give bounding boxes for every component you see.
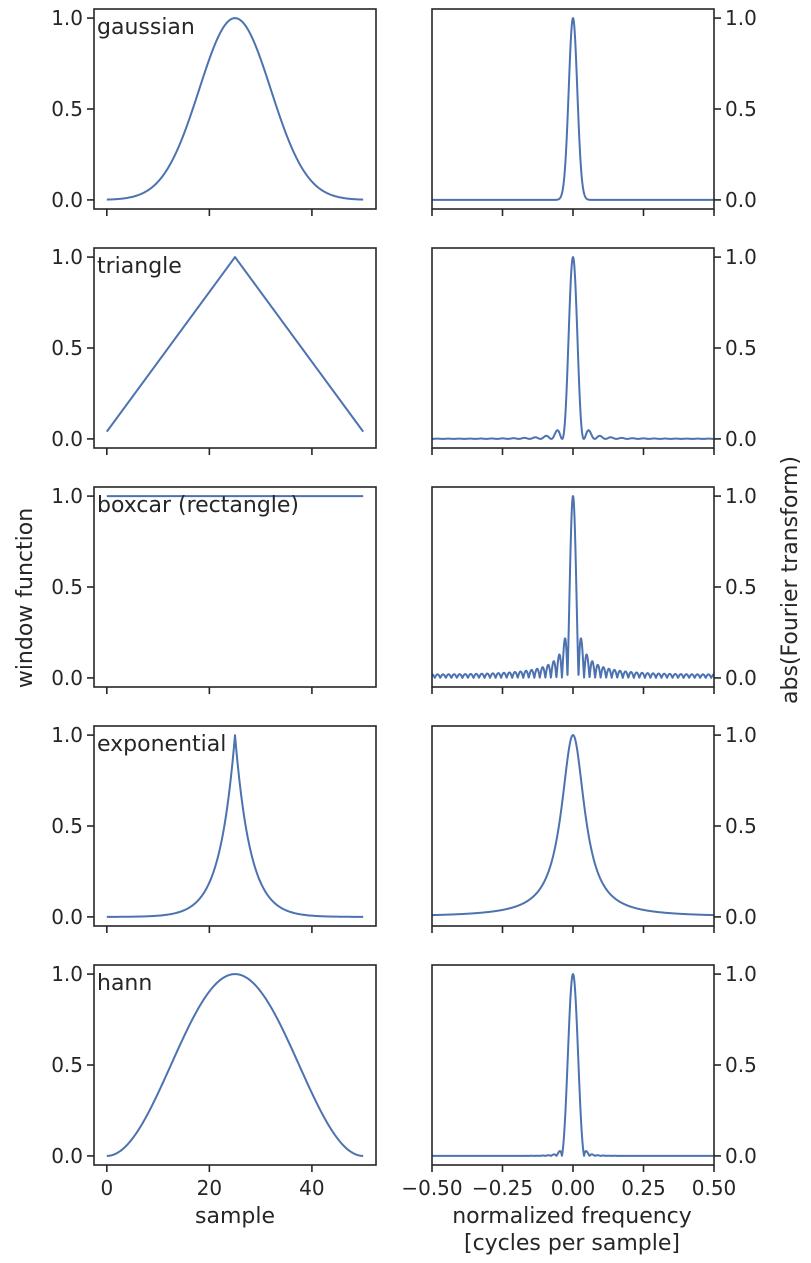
x-tick-label: −0.50 xyxy=(401,1176,462,1200)
y-tick-label: 0.5 xyxy=(725,814,757,838)
x-tick-label: 40 xyxy=(299,1176,324,1200)
y-tick-label: 0.5 xyxy=(725,336,757,360)
y-tick-label: 0.5 xyxy=(51,1053,83,1077)
time-panel-3: 0.0 0.5 1.0 boxcar (rectangle) xyxy=(51,484,377,694)
y-tick-label: 0.0 xyxy=(725,427,757,451)
y-tick-label: 1.0 xyxy=(51,484,83,508)
time-panel-2: 0.0 0.5 1.0 triangle xyxy=(51,245,377,455)
right-x-axis-label-line2: [cycles per sample] xyxy=(464,1231,680,1256)
spectrum-curve xyxy=(431,17,715,201)
axes-frame xyxy=(431,964,715,1166)
y-tick-label: 0.0 xyxy=(51,188,83,212)
axes-frame xyxy=(431,486,715,688)
spectrum-panel-3: 0.0 0.5 1.0 xyxy=(431,484,757,694)
window-name-label: gaussian xyxy=(97,15,195,40)
left-y-axis-label: window function xyxy=(13,508,38,688)
y-tick-label: 1.0 xyxy=(725,962,757,986)
spectrum-curve xyxy=(431,256,715,440)
y-tick-label: 0.0 xyxy=(51,1144,83,1168)
y-tick-label: 1.0 xyxy=(51,245,83,269)
x-tick-label: 0.50 xyxy=(692,1176,737,1200)
window-name-label: exponential xyxy=(97,732,226,757)
spectrum-panel-1: 0.0 0.5 1.0 xyxy=(431,6,757,216)
window-curve xyxy=(106,17,364,201)
spectrum-curve xyxy=(431,973,715,1157)
time-panel-1: 0.0 0.5 1.0 gaussian xyxy=(51,6,377,216)
y-tick-label: 0.5 xyxy=(725,97,757,121)
axes-frame xyxy=(431,247,715,449)
window-name-label: boxcar (rectangle) xyxy=(97,493,299,518)
y-tick-label: 1.0 xyxy=(725,484,757,508)
axes-frame xyxy=(431,725,715,927)
spectrum-panel-5: 0.0 0.5 1.0 −0.50 −0.25 0.00 0.25 0.50 xyxy=(401,962,756,1200)
y-tick-label: 0.5 xyxy=(725,1053,757,1077)
time-panel-4: 0.0 0.5 1.0 exponential xyxy=(51,723,377,933)
window-name-label: triangle xyxy=(97,254,182,279)
y-tick-label: 1.0 xyxy=(51,6,83,30)
y-tick-label: 1.0 xyxy=(725,6,757,30)
y-tick-label: 0.0 xyxy=(725,666,757,690)
spectrum-panel-2: 0.0 0.5 1.0 xyxy=(431,245,757,455)
window-name-label: hann xyxy=(97,971,152,996)
window-curve xyxy=(106,256,364,433)
y-tick-label: 0.0 xyxy=(725,188,757,212)
x-tick-label: −0.25 xyxy=(472,1176,533,1200)
time-panel-5: 0.0 0.5 1.0 0 20 40 hann xyxy=(51,962,377,1200)
y-tick-label: 1.0 xyxy=(725,245,757,269)
x-tick-label: 0 xyxy=(100,1176,113,1200)
left-x-axis-label: sample xyxy=(195,1204,275,1229)
x-tick-label: 0.25 xyxy=(621,1176,666,1200)
y-tick-label: 0.5 xyxy=(725,575,757,599)
y-tick-label: 1.0 xyxy=(51,723,83,747)
right-x-axis-label-line1: normalized frequency xyxy=(452,1204,692,1229)
y-tick-label: 0.5 xyxy=(51,575,83,599)
y-tick-label: 0.5 xyxy=(51,336,83,360)
axes-frame xyxy=(431,8,715,210)
y-tick-label: 0.5 xyxy=(51,814,83,838)
panels-group: 0.0 0.5 1.0 gaussian 0.0 0.5 1.0 0.0 0.5 1.0 trian… xyxy=(51,6,757,1200)
y-tick-label: 0.0 xyxy=(725,905,757,929)
window-curve xyxy=(106,734,364,918)
y-tick-label: 1.0 xyxy=(725,723,757,747)
window-curve xyxy=(106,973,364,1157)
x-tick-label: 20 xyxy=(197,1176,222,1200)
y-tick-label: 0.0 xyxy=(51,427,83,451)
y-tick-label: 0.5 xyxy=(51,97,83,121)
y-tick-label: 1.0 xyxy=(51,962,83,986)
spectrum-panel-4: 0.0 0.5 1.0 xyxy=(431,723,757,933)
y-tick-label: 0.0 xyxy=(725,1144,757,1168)
spectrum-curve xyxy=(431,495,715,679)
right-y-axis-label: abs(Fourier transform) xyxy=(778,456,803,704)
x-tick-label: 0.00 xyxy=(551,1176,596,1200)
y-tick-label: 0.0 xyxy=(51,905,83,929)
spectrum-curve xyxy=(431,734,715,917)
y-tick-label: 0.0 xyxy=(51,666,83,690)
